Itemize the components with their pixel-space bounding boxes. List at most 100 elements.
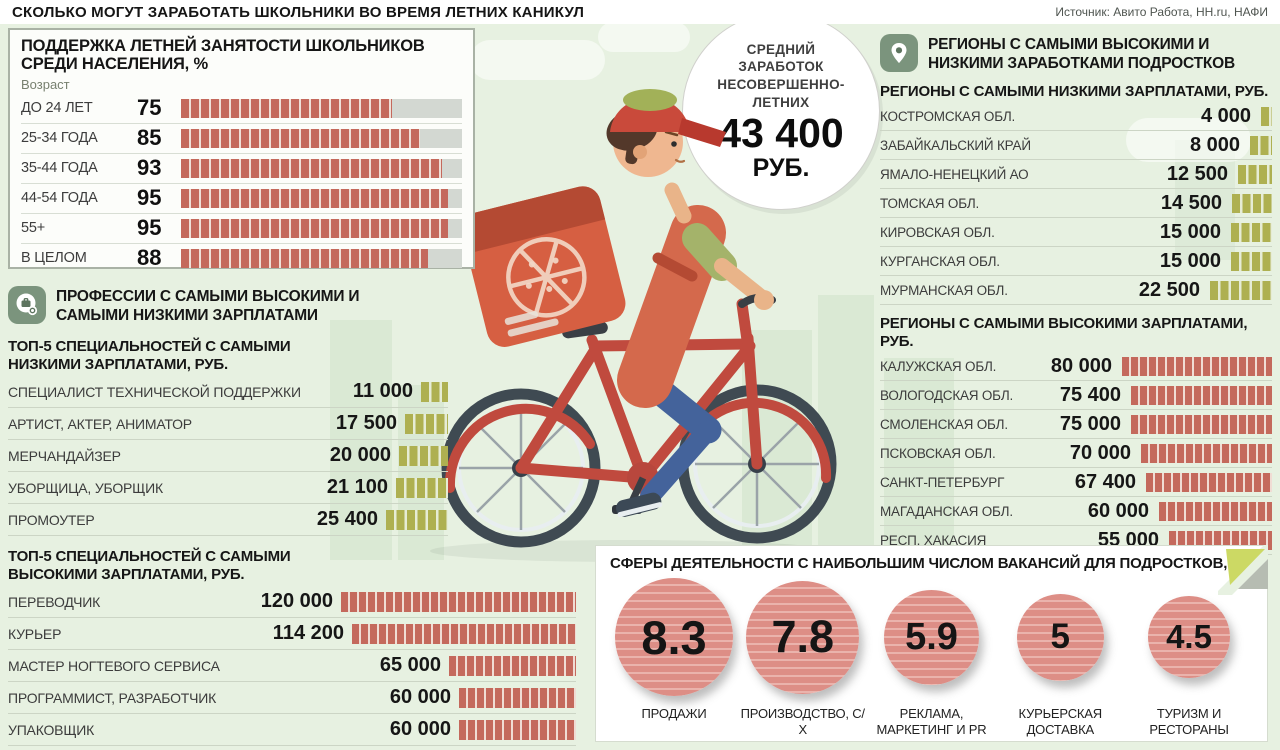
region-high-row: САНКТ-ПЕТЕРБУРГ 67 400	[880, 468, 1272, 498]
vacancy-item: 5 КУРЬЕРСКАЯ ДОСТАВКА	[996, 574, 1124, 739]
professions-header: ПРОФЕССИИ С САМЫМИ ВЫСОКИМИ И САМЫМИ НИЗ…	[8, 286, 583, 325]
cloud	[1126, 118, 1251, 162]
profession-high-row-label: МАСТЕР НОГТЕВОГО СЕРВИСА	[8, 657, 220, 674]
region-low-row-label: ТОМСКАЯ ОБЛ.	[880, 195, 980, 211]
regions-low-subtitle: РЕГИОНЫ С САМЫМИ НИЗКИМИ ЗАРПЛАТАМИ, РУБ…	[880, 83, 1269, 101]
region-high-row: ПСКОВСКАЯ ОБЛ. 70 000	[880, 439, 1272, 469]
vacancies-panel: СФЕРЫ ДЕЯТЕЛЬНОСТИ С НАИБОЛЬШИМ ЧИСЛОМ В…	[595, 545, 1268, 742]
profession-low-row-label: АРТИСТ, АКТЕР, АНИМАТОР	[8, 415, 192, 432]
region-high-row: КАЛУЖСКАЯ ОБЛ. 80 000	[880, 352, 1272, 382]
vacancy-label: КУРЬЕРСКАЯ ДОСТАВКА	[1018, 706, 1103, 738]
vacancy-label: ПРОИЗВОДСТВО, С/Х	[740, 706, 865, 738]
region-low-row-label: ЯМАЛО-НЕНЕЦКИЙ АО	[880, 166, 1029, 182]
profession-high-row-bar	[459, 719, 576, 740]
region-high-row-value: 80 000	[1050, 354, 1112, 377]
support-row-bar	[181, 128, 462, 148]
region-high-row-label: КАЛУЖСКАЯ ОБЛ.	[880, 358, 997, 374]
profession-high-row: МАСТЕР НОГТЕВОГО СЕРВИСА 65 000	[8, 650, 576, 683]
region-high-row-bar	[1141, 443, 1272, 463]
region-high-row-bar	[1122, 356, 1272, 376]
prof-high-rows: ПЕРЕВОДЧИК 120 000 КУРЬЕР 114 200 МАСТЕР НОГ…	[8, 586, 576, 747]
profession-low-row-label: УБОРЩИЦА, УБОРЩИК	[8, 479, 163, 496]
vacancy-circle-holder: 7.8	[746, 574, 860, 700]
region-low-row-bar	[1250, 135, 1272, 155]
support-row-bar-fill	[181, 158, 443, 178]
profession-low-row-label: ПРОМОУТЕР	[8, 511, 95, 528]
region-low-row-value: 15 000	[1159, 249, 1221, 272]
region-low-row-value: 14 500	[1160, 191, 1222, 214]
profession-low-row-value: 20 000	[329, 444, 391, 467]
professions-section: ПРОФЕССИИ С САМЫМИ ВЫСОКИМИ И САМЫМИ НИЗ…	[8, 286, 583, 747]
region-high-row-bar	[1146, 472, 1272, 492]
professions-title: ПРОФЕССИИ С САМЫМИ ВЫСОКИМИ И САМЫМИ НИЗ…	[56, 288, 360, 324]
support-row-label: 35-44 ГОДА	[21, 160, 98, 177]
support-row: ДО 24 ЛЕТ 75	[21, 94, 462, 123]
cap-brim	[678, 118, 726, 147]
region-low-row: ТОМСКАЯ ОБЛ. 14 500	[880, 189, 1272, 219]
region-low-row-bar	[1231, 251, 1272, 271]
profession-high-row-bar	[459, 687, 576, 708]
regions-header: РЕГИОНЫ С САМЫМИ ВЫСОКИМИ И НИЗКИМИ ЗАРА…	[880, 34, 1272, 73]
courier-boy	[606, 89, 776, 518]
rear-fender	[444, 403, 595, 493]
region-high-row-bar	[1131, 414, 1272, 434]
region-high-row-value: 70 000	[1069, 441, 1131, 464]
vacancy-label: ТУРИЗМ И РЕСТОРАНЫ	[1149, 706, 1229, 738]
prof-high-subtitle: ТОП-5 СПЕЦИАЛЬНОСТЕЙ С САМЫМИ ВЫСОКИМИ З…	[8, 548, 291, 584]
vacancy-value: 7.8	[771, 611, 835, 662]
region-high-row: СМОЛЕНСКАЯ ОБЛ. 75 000	[880, 410, 1272, 440]
support-row: 35-44 ГОДА 93	[21, 152, 462, 183]
region-low-row-label: МУРМАНСКАЯ ОБЛ.	[880, 282, 1008, 298]
hand	[754, 290, 774, 310]
vacancy-label: ПРОДАЖИ	[641, 706, 707, 721]
support-row: В ЦЕЛОМ 88	[21, 242, 462, 273]
profession-low-row-label: СПЕЦИАЛИСТ ТЕХНИЧЕСКОЙ ПОДДЕРЖКИ	[8, 383, 301, 400]
profession-high-row-label: КУРЬЕР	[8, 625, 62, 642]
support-row-label: В ЦЕЛОМ	[21, 250, 87, 267]
support-row-label: ДО 24 ЛЕТ	[21, 100, 93, 117]
region-high-row-label: ВОЛОГОДСКАЯ ОБЛ.	[880, 387, 1014, 403]
briefcase-search-icon	[16, 293, 38, 316]
profession-low-row-bar	[386, 509, 448, 530]
profession-low-row: ПРОМОУТЕР 25 400	[8, 504, 448, 537]
cap-top	[623, 89, 677, 111]
vacancies-circles-row: 8.3 ПРОДАЖИ 7.8 ПРОИЗВОДСТВО, С/Х 5.9 РЕКЛАМА…	[596, 574, 1267, 739]
support-row-label: 25-34 ГОДА	[21, 130, 98, 147]
vacancy-circle: 5	[1016, 593, 1104, 681]
professions-icon	[8, 286, 46, 324]
region-high-row-bar	[1159, 501, 1272, 521]
profession-high-row: ПРОГРАММИСТ, РАЗРАБОТЧИК 60 000	[8, 682, 576, 715]
vacancy-circle: 7.8	[746, 580, 860, 694]
region-high-row-value: 60 000	[1087, 499, 1149, 522]
region-low-row: КУРГАНСКАЯ ОБЛ. 15 000	[880, 247, 1272, 277]
profession-high-row: ПЕРЕВОДЧИК 120 000	[8, 586, 576, 619]
support-row-bar-fill	[181, 188, 448, 208]
average-earnings-label: СРЕДНИЙ ЗАРАБОТОК НЕСОВЕРШЕННО­-ЛЕТНИХ	[717, 41, 845, 110]
region-low-row: МУРМАНСКАЯ ОБЛ. 22 500	[880, 276, 1272, 306]
region-low-row-value: 8 000	[1189, 133, 1240, 156]
prof-low-rows: СПЕЦИАЛИСТ ТЕХНИЧЕСКОЙ ПОДДЕРЖКИ 11 000 АР…	[8, 376, 448, 537]
support-row-label: 55+	[21, 220, 45, 237]
profession-low-row: СПЕЦИАЛИСТ ТЕХНИЧЕСКОЙ ПОДДЕРЖКИ 11 000	[8, 376, 448, 409]
shin	[640, 420, 718, 506]
region-low-row-value: 12 500	[1166, 162, 1228, 185]
vacancy-item: 5.9 РЕКЛАМА, МАРКЕТИНГ И PR	[868, 574, 996, 739]
folded-corner-icon	[1218, 545, 1268, 595]
region-high-row-label: САНКТ-ПЕТЕРБУРГ	[880, 474, 1005, 490]
mouth	[674, 158, 686, 163]
vacancy-circle-holder: 5.9	[884, 574, 979, 700]
cloud	[598, 22, 690, 52]
vacancy-circle-holder: 4.5	[1148, 574, 1230, 700]
vacancy-item: 4.5 ТУРИЗМ И РЕСТОРАНЫ	[1125, 574, 1253, 739]
average-earnings-unit: РУБ.	[752, 154, 810, 183]
sneaker	[615, 492, 663, 518]
support-row-value: 75	[137, 95, 162, 121]
region-high-row-value: 67 400	[1074, 470, 1136, 493]
support-age-label: Возраст	[21, 76, 70, 92]
region-low-rows: КОСТРОМСКАЯ ОБЛ. 4 000 ЗАБАЙКАЛЬСКИЙ КРАЙ 8…	[880, 102, 1272, 306]
region-low-row-value: 15 000	[1159, 220, 1221, 243]
profession-low-row: МЕРЧАНДАЙЗЕР 20 000	[8, 440, 448, 473]
source-note: Источник: Авито Работа, HH.ru, НАФИ	[1055, 5, 1268, 19]
profession-low-row-bar	[399, 445, 448, 466]
profession-low-row: АРТИСТ, АКТЕР, АНИМАТОР 17 500	[8, 408, 448, 441]
